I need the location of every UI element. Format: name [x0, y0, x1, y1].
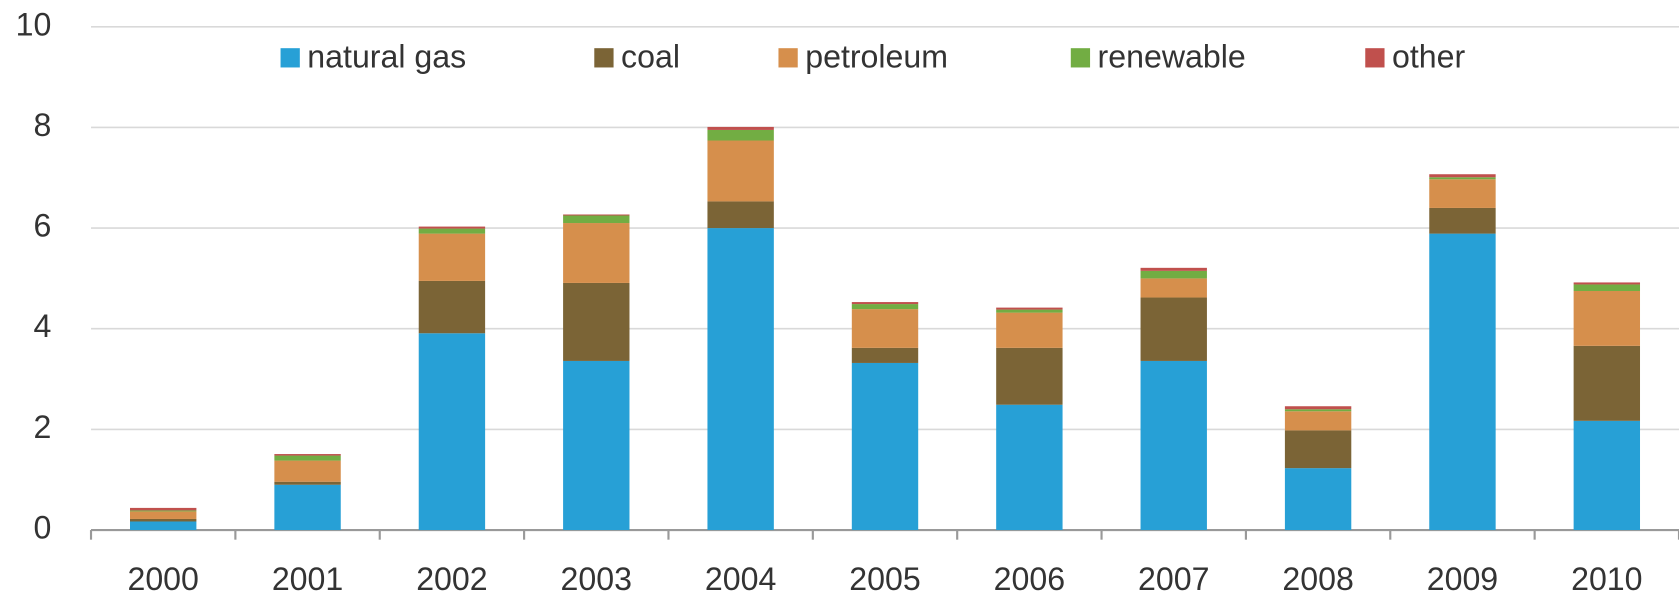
- x-tick-label: 2004: [705, 561, 776, 597]
- legend-label: renewable: [1098, 38, 1246, 74]
- y-tick-label: 10: [16, 6, 52, 42]
- legend-label: petroleum: [805, 38, 948, 74]
- bar-segment: [130, 521, 197, 531]
- bar-segment: [130, 518, 197, 522]
- bar-segment: [996, 404, 1063, 531]
- bar-segment: [1573, 420, 1641, 531]
- bar-segment: [563, 360, 630, 531]
- bar-segment: [418, 228, 486, 234]
- bar-segment: [1284, 468, 1352, 531]
- bar-segment: [1573, 284, 1641, 291]
- bar-segment: [130, 511, 197, 519]
- y-tick-label: 6: [34, 208, 52, 244]
- bar-segment: [707, 140, 774, 202]
- x-tick-label: 2000: [127, 561, 198, 597]
- bar-segment: [563, 214, 630, 216]
- bar-segment: [1429, 177, 1496, 180]
- x-tick-label: 2009: [1427, 561, 1498, 597]
- bar-segment: [1573, 290, 1641, 346]
- bar-segment: [1140, 270, 1207, 279]
- bar-segment: [1140, 267, 1207, 271]
- y-tick-label: 8: [34, 107, 52, 143]
- y-tick-label: 0: [34, 510, 52, 546]
- bar-segment: [1573, 282, 1641, 285]
- x-tick-label: 2005: [849, 561, 920, 597]
- legend-swatch: [1365, 48, 1385, 68]
- bar-segment: [1573, 345, 1641, 421]
- y-tick-label: 2: [34, 409, 52, 445]
- x-tick-label: 2002: [416, 561, 487, 597]
- legend-swatch: [280, 48, 300, 68]
- bar-segment: [274, 460, 341, 482]
- bar-segment: [1140, 360, 1207, 531]
- bar-segment: [851, 347, 919, 363]
- legend-label: natural gas: [307, 38, 466, 74]
- bar-segment: [274, 455, 341, 461]
- bar-segment: [563, 223, 630, 283]
- bar-segment: [1429, 179, 1496, 208]
- bar-segment: [851, 309, 919, 348]
- bar-segment: [418, 226, 486, 229]
- x-tick-label: 2010: [1571, 561, 1642, 597]
- bar-segment: [274, 484, 341, 531]
- bar-segment: [563, 282, 630, 361]
- bar-segment: [707, 228, 774, 531]
- bar-segment: [996, 309, 1063, 313]
- legend-label: coal: [621, 38, 680, 74]
- bar-segment: [130, 507, 197, 511]
- bar-segment: [851, 302, 919, 305]
- bar-segment: [563, 215, 630, 224]
- bar-segment: [1140, 278, 1207, 298]
- bar-segment: [707, 129, 774, 141]
- x-tick-label: 2007: [1138, 561, 1209, 597]
- bar-segment: [851, 362, 919, 531]
- bar-segment: [1429, 207, 1496, 234]
- bar-segment: [418, 280, 486, 334]
- legend-label: other: [1392, 38, 1465, 74]
- bar-segment: [274, 481, 341, 485]
- x-tick-label: 2003: [561, 561, 632, 597]
- legend-swatch: [594, 48, 614, 68]
- bar-segment: [274, 454, 341, 456]
- bar-segment: [707, 126, 774, 130]
- bar-segment: [418, 333, 486, 531]
- bar-segment: [996, 312, 1063, 348]
- bar-segment: [707, 201, 774, 229]
- bar-segment: [130, 510, 197, 512]
- bar-segment: [1140, 297, 1207, 361]
- y-tick-label: 4: [34, 308, 52, 344]
- x-tick-label: 2001: [272, 561, 343, 597]
- bar-segment: [851, 304, 919, 310]
- bar-segment: [418, 233, 486, 281]
- bar-segment: [1429, 233, 1496, 531]
- bar-segment: [1284, 409, 1352, 412]
- x-tick-label: 2006: [994, 561, 1065, 597]
- bar-segment: [1429, 174, 1496, 178]
- bar-segment: [1284, 411, 1352, 431]
- bar-segment: [1284, 406, 1352, 410]
- x-tick-label: 2008: [1282, 561, 1353, 597]
- bar-segment: [996, 307, 1063, 310]
- bar-segment: [996, 347, 1063, 405]
- legend-swatch: [778, 48, 798, 68]
- bar-segment: [1284, 430, 1352, 469]
- legend-swatch: [1070, 48, 1091, 68]
